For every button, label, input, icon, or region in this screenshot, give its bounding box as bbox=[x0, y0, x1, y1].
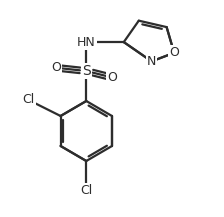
Text: O: O bbox=[51, 61, 61, 74]
Text: S: S bbox=[82, 64, 91, 78]
Text: N: N bbox=[147, 55, 156, 68]
Text: Cl: Cl bbox=[80, 184, 93, 197]
Text: O: O bbox=[169, 46, 179, 59]
Text: Cl: Cl bbox=[22, 94, 34, 106]
Text: HN: HN bbox=[77, 36, 96, 49]
Text: O: O bbox=[107, 71, 117, 84]
